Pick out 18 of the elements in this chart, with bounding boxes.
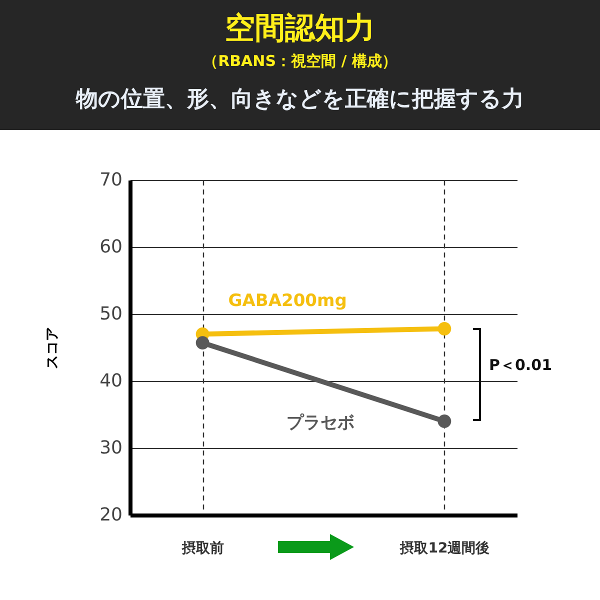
series-label: GABA200mg (228, 291, 347, 312)
y-tick-label: 60 (100, 236, 122, 258)
series-label: プラセボ (286, 413, 354, 434)
x-tick-label: 摂取12週間後 (399, 540, 490, 556)
y-tick-label: 30 (100, 438, 122, 458)
annotation: P＜0.01 (489, 356, 552, 375)
y-tick-label: 20 (100, 504, 122, 526)
chart-subtitle: （RBANS：視空間 / 構成） (202, 52, 398, 71)
y-tick-label: 40 (100, 370, 122, 392)
y-tick-label: 50 (100, 304, 122, 324)
point (438, 414, 452, 428)
point (196, 336, 210, 350)
chart-title: 空間認知力 (224, 10, 376, 48)
y-axis-title: スコア (44, 327, 61, 369)
y-tick-label: 70 (100, 170, 122, 190)
x-tick-label: 摂取前 (181, 540, 224, 556)
text: 物の位置、形、向きなどを正確に把握する力 (74, 86, 525, 114)
point (438, 322, 452, 336)
